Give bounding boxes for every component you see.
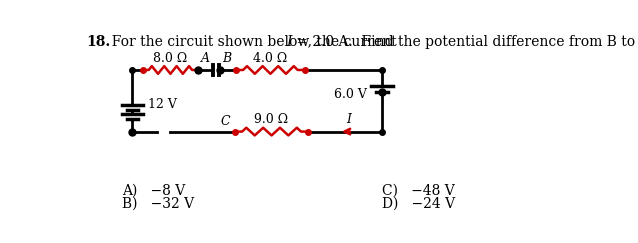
- Text: For the circuit shown below, the current: For the circuit shown below, the current: [103, 35, 401, 49]
- Text: C: C: [221, 115, 230, 128]
- Text: C)   −48 V: C) −48 V: [382, 184, 455, 198]
- Text: A: A: [201, 52, 210, 65]
- Text: B)   −32 V: B) −32 V: [122, 197, 195, 211]
- Text: I: I: [286, 35, 292, 49]
- Text: B: B: [223, 52, 232, 65]
- Text: = 2.0 A.  Find the potential difference from B to A.: = 2.0 A. Find the potential difference f…: [292, 35, 638, 49]
- Text: I: I: [346, 113, 352, 126]
- Text: 4.0 Ω: 4.0 Ω: [253, 52, 288, 65]
- Text: 9.0 Ω: 9.0 Ω: [255, 113, 288, 126]
- Text: A)   −8 V: A) −8 V: [122, 184, 186, 198]
- Text: 6.0 V: 6.0 V: [334, 88, 366, 101]
- Text: 8.0 Ω: 8.0 Ω: [153, 52, 188, 65]
- Text: 12 V: 12 V: [148, 98, 177, 111]
- Text: 18.: 18.: [86, 35, 110, 49]
- Text: D)   −24 V: D) −24 V: [382, 197, 455, 211]
